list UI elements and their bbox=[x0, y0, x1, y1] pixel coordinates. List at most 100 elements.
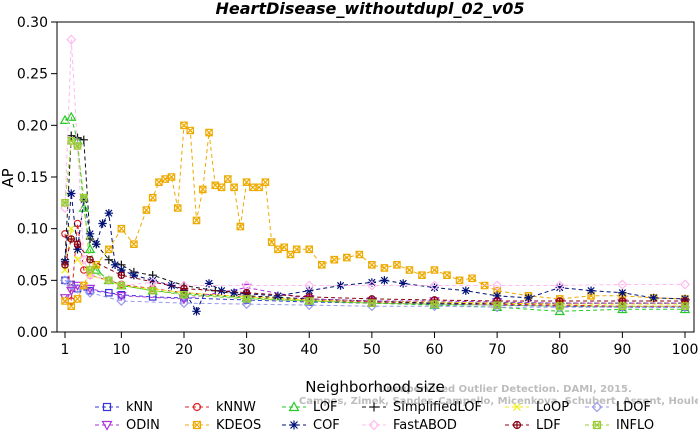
legend-label: INFLO bbox=[616, 418, 654, 433]
series-line-knn bbox=[64, 279, 685, 308]
watermark-line-1: Unsupervised Outlier Detection. DAMI, 20… bbox=[378, 384, 632, 395]
data-point-kdeos bbox=[292, 245, 301, 254]
data-point-kdeos bbox=[267, 238, 276, 246]
legend-marker-odin bbox=[101, 420, 113, 431]
data-point-kdeos bbox=[261, 178, 270, 186]
legend-marker-knn bbox=[102, 402, 112, 412]
data-point-kdeos bbox=[73, 295, 82, 303]
data-point-kdeos bbox=[255, 183, 263, 192]
legend-marker-ldof bbox=[591, 401, 603, 413]
data-point-kdeos bbox=[280, 243, 288, 252]
data-point-kdeos bbox=[286, 250, 295, 259]
data-point-kdeos bbox=[468, 274, 476, 283]
data-point-cof bbox=[204, 279, 214, 288]
legend-label: SimplifiedLOF bbox=[393, 400, 482, 415]
series-line-inflo bbox=[64, 139, 685, 307]
data-point-kdeos bbox=[393, 261, 401, 269]
data-point-knn bbox=[105, 288, 113, 297]
data-point-cof bbox=[398, 279, 408, 288]
x-axis-title: Neighborhood size bbox=[305, 378, 444, 396]
data-point-fastabod bbox=[66, 34, 77, 45]
x-tick-label: 100 bbox=[672, 342, 698, 358]
legend-item-fastabod: FastABOD bbox=[362, 418, 457, 433]
data-point-kdeos bbox=[155, 178, 163, 186]
data-point-cof bbox=[117, 265, 126, 275]
data-point-kdeos bbox=[130, 240, 138, 248]
data-point-inflo bbox=[79, 193, 88, 202]
data-point-odin bbox=[116, 292, 127, 302]
data-point-cof bbox=[85, 229, 95, 239]
data-point-ldf bbox=[67, 235, 76, 243]
data-point-inflo bbox=[681, 302, 689, 310]
data-point-loop bbox=[67, 225, 75, 233]
legend-label: LOF bbox=[313, 400, 338, 415]
data-point-lof bbox=[91, 264, 102, 274]
data-point-kdeos bbox=[173, 204, 182, 212]
data-point-kdeos bbox=[67, 302, 76, 310]
data-point-inflo bbox=[105, 276, 113, 285]
x-axis: 1 10 20 30 40 50 60 70 80 90 100 bbox=[61, 332, 698, 358]
data-point-ldf bbox=[86, 255, 94, 264]
legend-item-ldf: LDF bbox=[505, 418, 561, 433]
y-tick-label: 0.10 bbox=[17, 222, 48, 238]
data-point-simplifiedlof bbox=[67, 131, 76, 140]
series-kdeos bbox=[61, 121, 689, 310]
data-point-inflo bbox=[430, 300, 439, 308]
data-point-kdeos bbox=[305, 245, 314, 254]
data-point-kdeos bbox=[205, 128, 213, 137]
data-point-kdeos bbox=[217, 183, 226, 192]
legend-item-inflo: INFLO bbox=[585, 418, 654, 433]
data-point-lof bbox=[84, 243, 96, 254]
x-tick-label: 30 bbox=[238, 342, 256, 358]
legend: kNN kNNW LOF SimplifiedLOF LoOP LDOF ODIN KDEOS… bbox=[95, 400, 654, 433]
data-point-cof bbox=[110, 260, 120, 270]
series-layer bbox=[59, 34, 691, 316]
data-point-inflo bbox=[180, 291, 188, 299]
legend-label: kNN bbox=[126, 400, 153, 415]
x-tick-label: 80 bbox=[551, 342, 569, 358]
legend-label: LDF bbox=[536, 418, 561, 433]
legend-label: FastABOD bbox=[393, 418, 457, 433]
data-point-kdeos bbox=[430, 266, 439, 274]
legend-marker-ldf bbox=[512, 420, 522, 430]
data-point-fastabod bbox=[147, 277, 158, 288]
data-point-fastabod bbox=[429, 280, 440, 291]
data-point-fastabod bbox=[304, 280, 315, 291]
legend-item-ldof: LDOF bbox=[585, 400, 651, 415]
legend-label: ODIN bbox=[126, 418, 160, 433]
data-point-fastabod bbox=[679, 279, 691, 290]
data-point-ldof bbox=[85, 287, 96, 298]
data-point-odin bbox=[72, 281, 83, 291]
x-tick-label: 50 bbox=[363, 342, 381, 358]
data-point-inflo bbox=[368, 299, 376, 307]
data-point-kdeos bbox=[236, 222, 245, 231]
data-point-kdeos bbox=[148, 193, 157, 202]
data-point-cof bbox=[618, 288, 627, 297]
data-point-kdeos bbox=[249, 183, 257, 192]
data-point-cof bbox=[73, 245, 82, 254]
legend-label: LDOF bbox=[616, 400, 651, 415]
data-point-kdeos bbox=[443, 271, 451, 279]
data-point-kdeos bbox=[192, 216, 201, 225]
data-point-kdeos bbox=[355, 250, 364, 259]
data-point-cof bbox=[148, 276, 157, 285]
data-point-simplifiedlof bbox=[79, 135, 88, 144]
data-point-fastabod bbox=[617, 279, 628, 290]
legend-item-simplifiedlof: SimplifiedLOF bbox=[362, 400, 482, 415]
data-point-kdeos bbox=[105, 245, 113, 254]
y-tick-label: 0.20 bbox=[17, 118, 48, 134]
data-point-cof bbox=[79, 195, 88, 204]
data-point-lof bbox=[554, 305, 565, 316]
x-tick-label: 70 bbox=[488, 342, 506, 358]
legend-marker-cof bbox=[289, 420, 299, 430]
legend-item-kdeos: KDEOS bbox=[185, 418, 261, 433]
data-point-cof bbox=[367, 278, 377, 287]
data-point-cof bbox=[586, 286, 596, 295]
data-point-odin bbox=[84, 284, 96, 295]
data-point-kdeos bbox=[493, 286, 501, 295]
data-point-cof bbox=[92, 239, 101, 249]
data-point-kdeos bbox=[198, 185, 207, 194]
data-point-kdeos bbox=[161, 175, 170, 183]
data-point-cof bbox=[129, 270, 139, 280]
x-tick-label: 40 bbox=[300, 342, 318, 358]
